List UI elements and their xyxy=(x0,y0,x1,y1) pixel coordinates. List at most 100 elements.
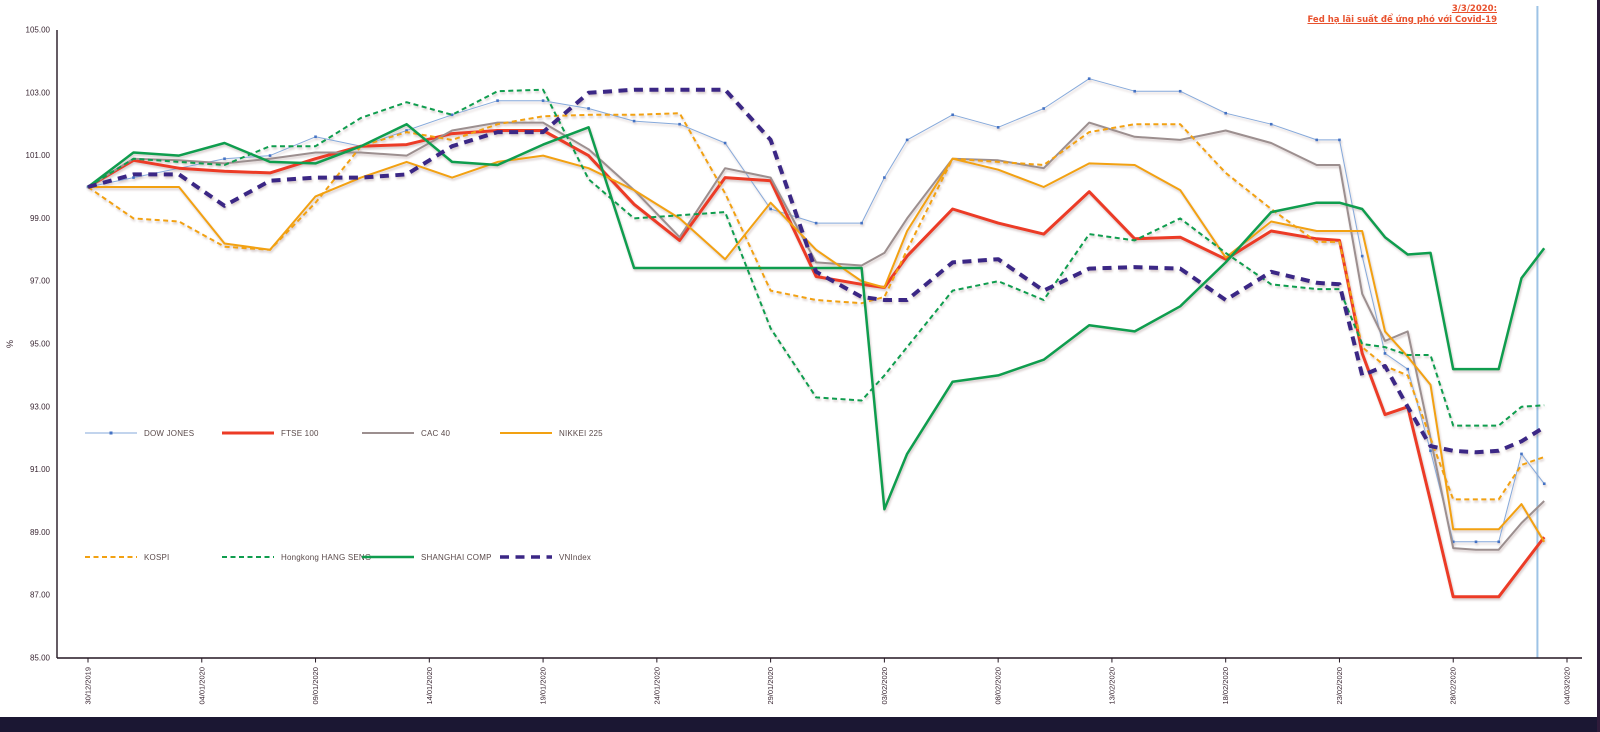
x-axis-tick-label: 19/01/2020 xyxy=(539,667,548,705)
x-axis-tick-label: 13/02/2020 xyxy=(1107,667,1116,705)
legend-item-vnindex[interactable]: VNIndex xyxy=(499,551,591,563)
y-axis-tick-label: 105.00 xyxy=(26,26,51,35)
legend-label: CAC 40 xyxy=(421,428,451,438)
legend-item-ftse-100[interactable]: FTSE 100 xyxy=(221,427,319,439)
legend-swatch-kospi-icon xyxy=(85,556,137,558)
series-line-kospi xyxy=(87,112,1545,501)
legend-item-dow-jones[interactable]: DOW JONES xyxy=(84,427,194,439)
x-axis-tick-label: 18/02/2020 xyxy=(1221,667,1230,705)
series-marker-dow xyxy=(1133,89,1136,93)
legend-item-kospi[interactable]: KOSPI xyxy=(84,551,169,563)
legend-label: NIKKEI 225 xyxy=(559,428,603,438)
series-marker-dow xyxy=(223,157,226,161)
y-axis-tick-label: 89.00 xyxy=(30,528,51,537)
series-marker-dow xyxy=(996,126,1000,129)
x-axis-tick-label: 24/01/2020 xyxy=(652,667,661,705)
x-axis-tick-label: 30/12/2019 xyxy=(84,667,93,705)
legend-label: SHANGHAI COMP xyxy=(421,552,492,562)
series-line-dow xyxy=(87,78,1545,543)
series-marker-dow xyxy=(314,135,317,139)
x-axis-tick-label: 08/02/2020 xyxy=(994,667,1003,705)
series-marker-dow xyxy=(632,119,636,123)
series-marker-dow xyxy=(405,129,408,132)
series-marker-dow xyxy=(496,99,499,102)
series-marker-dow xyxy=(951,113,954,117)
window-bottom-edge xyxy=(0,717,1600,732)
legend-label: Hongkong HANG SENG xyxy=(281,552,372,562)
series-marker-dow xyxy=(1474,540,1478,544)
y-axis-tick-label: 97.00 xyxy=(30,277,51,286)
x-axis-tick-label: 23/02/2020 xyxy=(1335,667,1344,705)
series-marker-dow xyxy=(450,113,454,117)
series-marker-dow xyxy=(1042,107,1045,110)
legend-label: DOW JONES xyxy=(144,428,195,438)
x-axis-tick-label: 29/01/2020 xyxy=(766,667,775,705)
legend-label: VNIndex xyxy=(559,552,592,562)
x-axis-tick-label: 04/03/2020 xyxy=(1563,667,1572,705)
series-line-hangseng xyxy=(87,88,1545,427)
series-line-shanghai xyxy=(87,122,1546,511)
y-axis-tick-label: 99.00 xyxy=(30,214,51,223)
series-marker-dow xyxy=(905,138,909,142)
x-axis-tick-label: 04/01/2020 xyxy=(197,667,206,705)
series-line-nikkei xyxy=(88,154,1546,543)
x-axis-tick-label: 03/02/2020 xyxy=(880,667,889,705)
legend-item-cac-40[interactable]: CAC 40 xyxy=(361,427,450,439)
y-axis-tick-label: 103.00 xyxy=(26,88,51,97)
series-marker-dow xyxy=(678,122,681,126)
y-axis-tick-label: 101.00 xyxy=(26,151,51,160)
legend-label: KOSPI xyxy=(144,552,170,562)
legend-label: FTSE 100 xyxy=(281,428,319,438)
series-marker-dow xyxy=(132,176,135,179)
series-marker-dow xyxy=(268,154,272,157)
series-marker-dow xyxy=(1520,452,1523,456)
series-marker-dow xyxy=(1224,111,1227,115)
series-marker-dow xyxy=(769,207,772,211)
y-axis-tick-label: 93.00 xyxy=(30,402,51,411)
series-marker-dow xyxy=(1406,367,1410,371)
legend-swatch-marker xyxy=(109,431,113,435)
series-marker-dow xyxy=(1429,449,1432,453)
legend-item-nikkei-225[interactable]: NIKKEI 225 xyxy=(499,427,603,439)
series-marker-dow xyxy=(1360,254,1364,258)
series-marker-dow xyxy=(587,107,590,110)
series-line-cac xyxy=(87,121,1545,551)
series-marker-dow xyxy=(1087,77,1091,80)
window-right-edge xyxy=(1597,0,1600,732)
series-marker-dow xyxy=(814,221,818,225)
legend-item-hang-seng[interactable]: Hongkong HANG SENG xyxy=(221,551,371,563)
series-marker-dow xyxy=(1178,89,1182,93)
series-marker-dow xyxy=(883,176,886,179)
series-marker-dow xyxy=(1383,352,1387,355)
series-marker-dow xyxy=(541,99,545,102)
legend-swatch-cac-40-icon xyxy=(362,432,414,434)
series-marker-dow xyxy=(1451,540,1455,544)
series-marker-dow xyxy=(1542,482,1546,486)
series-group xyxy=(86,77,1546,599)
legend-item-shanghai-comp[interactable]: SHANGHAI COMP xyxy=(361,551,492,563)
series-marker-dow xyxy=(1315,138,1319,142)
x-axis-tick-label: 09/01/2020 xyxy=(311,667,320,705)
y-axis-tick-label: 95.00 xyxy=(30,340,51,349)
legend-swatch-ftse-100-icon xyxy=(222,431,274,435)
legend-swatch-dow-jones-icon xyxy=(85,431,137,435)
legend-swatch-shanghai-comp-icon xyxy=(362,555,414,559)
x-axis-tick-label: 28/02/2020 xyxy=(1449,667,1458,705)
annotation-date: 3/3/2020: xyxy=(1451,4,1497,14)
legend-swatch-nikkei-225-icon xyxy=(500,432,552,434)
series-line-ftse xyxy=(87,129,1546,599)
legend-swatch-vnindex-icon xyxy=(500,555,552,559)
series-marker-dow xyxy=(723,141,727,145)
annotation-text: Fed hạ lãi suất để ứng phó với Covid-19 xyxy=(1307,14,1497,25)
y-axis-tick-label: 91.00 xyxy=(30,465,51,474)
series-marker-dow xyxy=(1338,138,1341,142)
y-axis-tick-label: 85.00 xyxy=(30,654,51,663)
event-annotation: 3/3/2020: Fed hạ lãi suất để ứng phó với… xyxy=(1197,4,1497,25)
series-marker-dow xyxy=(1269,122,1273,126)
series-line-vnindex xyxy=(87,87,1546,455)
y-axis-tick-label: 87.00 xyxy=(30,591,51,600)
series-marker-dow xyxy=(860,221,863,225)
x-axis-tick-label: 14/01/2020 xyxy=(425,667,434,705)
